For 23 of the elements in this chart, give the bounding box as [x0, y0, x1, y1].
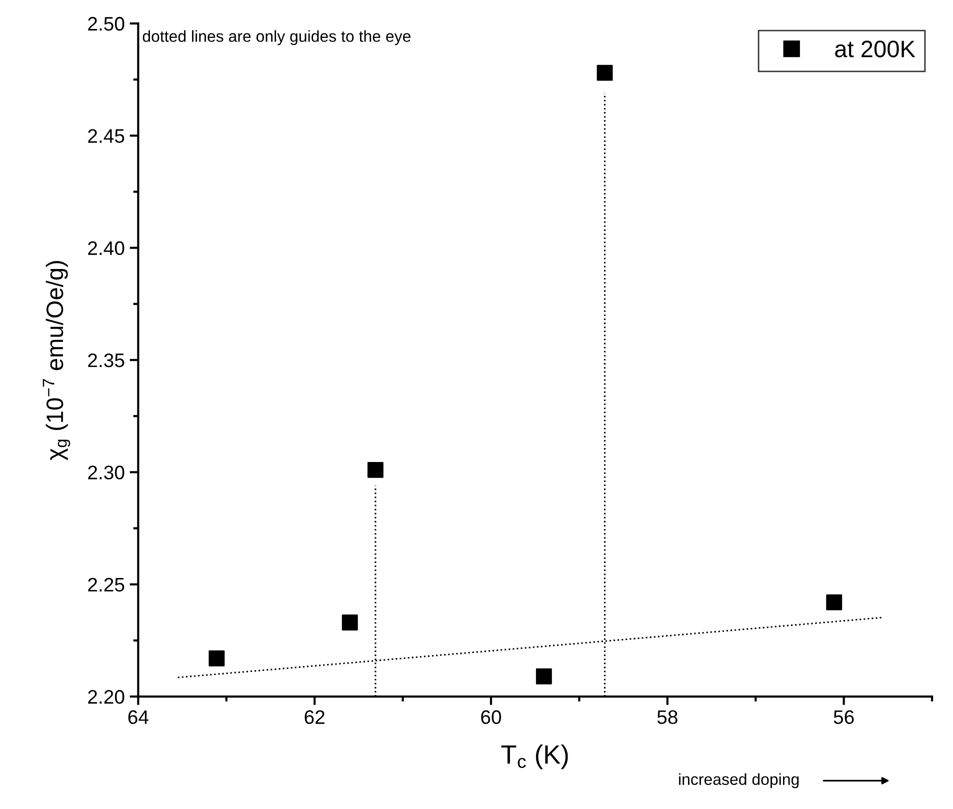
y-axis-title: χ$_{g}$ (10$^{−7}$ emu/Oe/g) — [42, 261, 70, 460]
y-tick-label: 2.40 — [88, 241, 124, 256]
x-tick-label: 62 — [304, 710, 324, 724]
annotation: dotted lines are only guides to the eye — [142, 30, 410, 46]
text: increased doping — [679, 773, 799, 788]
y-tick-label: 2.50 — [88, 16, 124, 31]
point — [342, 614, 358, 630]
x-axis-title: T$_{c}$ (K) — [501, 744, 568, 770]
x-tick-label: 60 — [481, 710, 502, 724]
y-tick-label: 2.25 — [88, 578, 124, 592]
x-tick-label: 58 — [657, 710, 678, 724]
x-tick-label: 64 — [128, 710, 148, 724]
y-tick-label: 2.30 — [88, 466, 124, 480]
y-tick-label: 2.45 — [88, 129, 124, 143]
point — [596, 64, 613, 81]
legend-label: at 200K — [835, 40, 916, 58]
point — [826, 594, 842, 610]
point — [536, 668, 552, 684]
point — [367, 462, 384, 478]
x-tick-label: 56 — [834, 710, 854, 724]
y-tick-label: 2.20 — [88, 690, 124, 704]
point — [208, 650, 225, 666]
y-tick-label: 2.35 — [88, 353, 124, 368]
